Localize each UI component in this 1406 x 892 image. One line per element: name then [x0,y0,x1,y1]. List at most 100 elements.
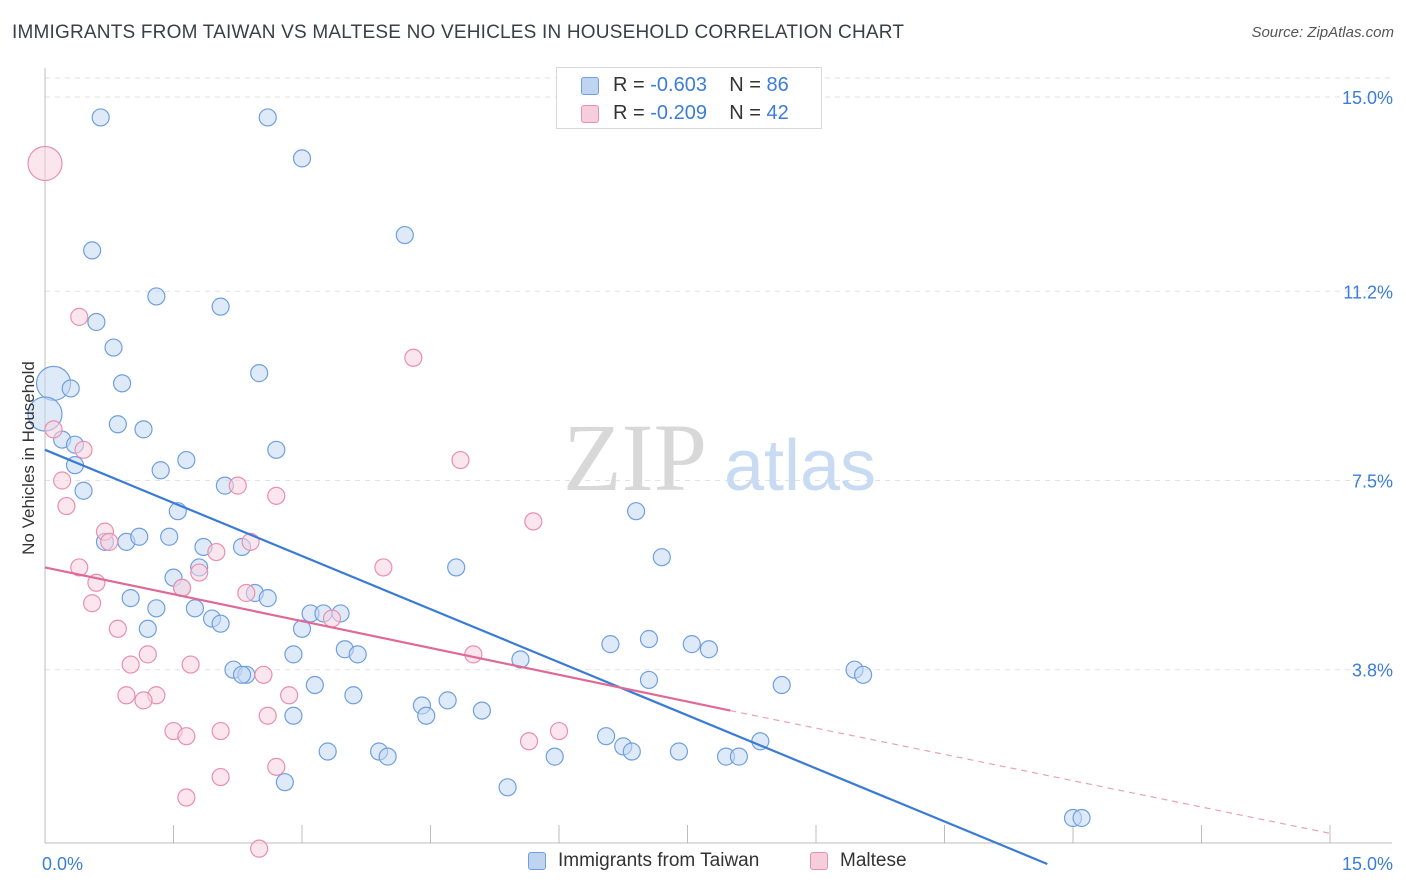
taiwan-point [160,527,179,546]
maltese-point [211,721,230,741]
maltese-point [100,532,119,551]
maltese-point [250,839,269,858]
taiwan-point [74,481,93,500]
taiwan-point [284,706,303,725]
y-tick-label: 7.5% [1352,472,1393,492]
taiwan-point [147,287,166,306]
maltese-point [524,512,543,531]
taiwan-point [669,742,689,761]
n-value: 86 [766,74,789,96]
taiwan-point [652,548,671,567]
legend-label-taiwan: Immigrants from Taiwan [558,850,760,871]
legend-item-maltese[interactable]: Maltese [810,850,907,872]
taiwan-point [318,742,337,761]
source-credit: Source: ZipAtlas.com [1251,24,1394,41]
taiwan-point [211,614,230,633]
maltese-point [53,471,72,490]
taiwan-point [211,297,230,316]
taiwan-point [639,670,659,690]
watermark-atlas: atlas [724,426,876,506]
maltese-point [267,486,286,505]
legend-swatch-maltese [581,104,599,123]
taiwan-point [232,665,252,684]
taiwan-point [292,149,312,168]
taiwan-point [275,773,294,792]
legend-swatch-maltese [810,852,828,870]
watermark-zip: ZIP [563,404,707,511]
legend-swatch-taiwan [581,76,599,95]
r-value: -0.209 [650,102,707,124]
series-legend: Immigrants from Taiwan Maltese [0,850,1406,880]
taiwan-point [622,742,641,761]
maltese-point [374,558,393,577]
taiwan-point [151,461,170,480]
taiwan-point [699,640,719,659]
legend-swatch-taiwan [528,852,546,870]
taiwan-point [250,364,269,383]
correlation-row-maltese: R = -0.209 N = 42 [581,102,789,125]
x-tick-label: 0.0% [42,854,83,874]
maltese-point [134,691,153,710]
maltese-point [228,476,247,495]
maltese-point [267,757,286,776]
taiwan-point [472,701,491,720]
maltese-point [181,655,200,674]
maltese-point [211,767,230,787]
taiwan-point [305,675,324,695]
taiwan-point [87,312,106,332]
maltese-point [190,563,209,582]
maltese-point [108,619,127,638]
taiwan-point [130,527,149,546]
taiwan-point [134,420,153,439]
taiwan-point [267,440,286,459]
axes [44,68,1392,844]
chart-title: IMMIGRANTS FROM TAIWAN VS MALTESE NO VEH… [12,22,905,43]
r-label: R = [613,102,651,124]
maltese-point [117,686,136,705]
taiwan-point [626,502,646,521]
y-tick-label: 15.0% [1342,88,1393,108]
taiwan-point [108,415,127,434]
maltese-point [70,558,89,577]
maltese-point [121,655,140,674]
maltese-point [280,686,299,705]
taiwan-point [138,619,157,638]
taiwan-point [395,225,414,245]
taiwan-point [284,645,303,664]
taiwan-point [854,665,873,684]
maltese-point [451,450,470,470]
n-value: 42 [766,102,789,124]
maltese-point [549,721,569,741]
y-tick-label: 3.8% [1352,661,1393,681]
n-label: N = [729,102,767,124]
taiwan-trend-line [44,448,1048,866]
maltese-point [44,420,63,439]
taiwan-point [597,727,616,746]
legend-item-taiwan[interactable]: Immigrants from Taiwan [528,850,759,872]
taiwan-point [438,691,457,710]
y-axis-label: No Vehicles in Household [19,361,38,555]
maltese-point [27,145,63,182]
taiwan-point [682,635,701,654]
taiwan-point [258,589,277,608]
taiwan-point [147,599,166,618]
taiwan-point [177,450,196,470]
taiwan-point [447,558,466,577]
maltese-point [74,440,93,459]
taiwan-point [91,108,110,127]
taiwan-point [61,379,80,398]
data-points [27,108,1091,858]
maltese-trend-extension [730,710,1331,834]
maltese-point [254,665,273,684]
tick-labels: 3.8% 7.5% 11.2% 15.0% 0.0% 15.0% [42,88,1393,874]
maltese-point [404,348,423,367]
correlation-legend: R = -0.603 N = 86 R = -0.209 N = 42 [556,67,822,129]
taiwan-point [639,629,659,649]
taiwan-point [348,645,367,664]
taiwan-point [417,706,436,725]
maltese-point [519,732,539,751]
maltese-point [207,542,226,562]
maltese-point [322,609,342,628]
taiwan-point [601,635,620,654]
